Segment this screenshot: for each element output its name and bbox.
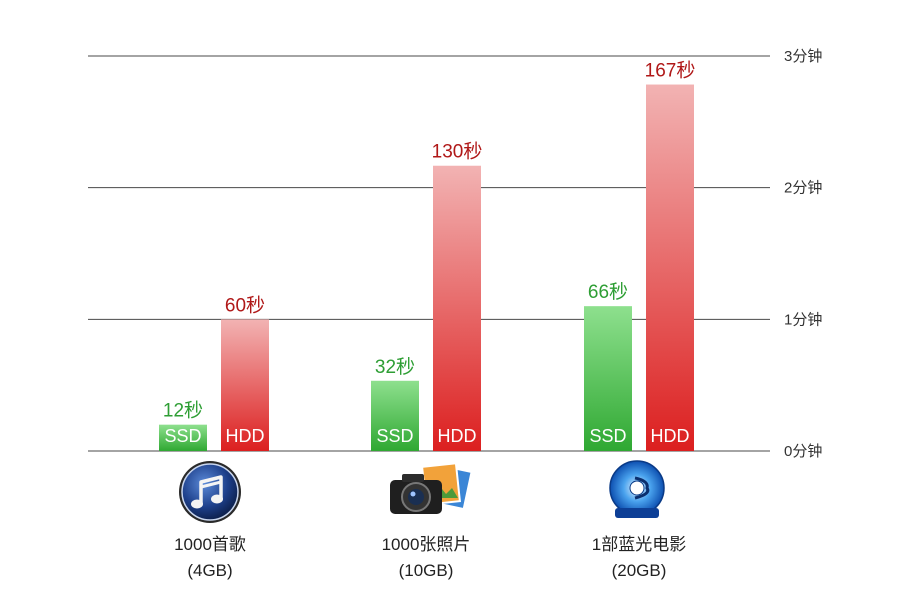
bar-value-label: 167秒 xyxy=(645,60,696,82)
category-name-label: 1部蓝光电影 xyxy=(592,535,686,554)
category-icons xyxy=(179,460,665,523)
category-name-label: 1000张照片 xyxy=(382,535,471,554)
category-size-label: (20GB) xyxy=(612,561,667,580)
category-size-label: (10GB) xyxy=(399,561,454,580)
ssd-bar xyxy=(584,306,632,451)
music-note-icon xyxy=(179,461,241,523)
bar-series-tag: SSD xyxy=(589,426,626,446)
y-axis-ticks: 0分钟 1分钟 2分钟 3分钟 xyxy=(784,48,822,460)
bar-value-label: 60秒 xyxy=(225,294,265,316)
hdd-bar xyxy=(646,84,694,452)
ssd-bar xyxy=(159,424,207,451)
y-tick-label: 3分钟 xyxy=(784,48,822,65)
bar-series-tag: HDD xyxy=(438,426,477,446)
camera-photos-icon xyxy=(390,462,473,514)
bars: SSD 12秒 SSD 32秒 SSD 66秒 HDD 60秒 HDD 130秒 HDD 167秒 xyxy=(159,60,696,452)
bar-series-tag: HDD xyxy=(226,426,265,446)
bar-series-tag: SSD xyxy=(164,426,201,446)
y-tick-label: 0分钟 xyxy=(784,443,822,460)
bar-value-label: 12秒 xyxy=(163,400,203,422)
bar-value-label: 32秒 xyxy=(375,356,415,378)
category-labels: 1000首歌 (4GB) 1000张照片 (10GB) 1部蓝光电影 (20GB) xyxy=(174,535,686,580)
bluray-disc-icon xyxy=(609,460,665,518)
category-name-label: 1000首歌 xyxy=(174,535,246,554)
bar-value-label: 130秒 xyxy=(432,141,483,163)
y-tick-label: 1分钟 xyxy=(784,311,822,328)
hdd-bar xyxy=(433,165,481,451)
hdd-bar xyxy=(221,319,269,451)
category-size-label: (4GB) xyxy=(187,561,232,580)
bar-series-tag: SSD xyxy=(376,426,413,446)
bar-value-label: 66秒 xyxy=(588,281,628,303)
ssd-bar xyxy=(371,380,419,451)
y-tick-label: 2分钟 xyxy=(784,180,822,197)
bar-series-tag: HDD xyxy=(651,426,690,446)
